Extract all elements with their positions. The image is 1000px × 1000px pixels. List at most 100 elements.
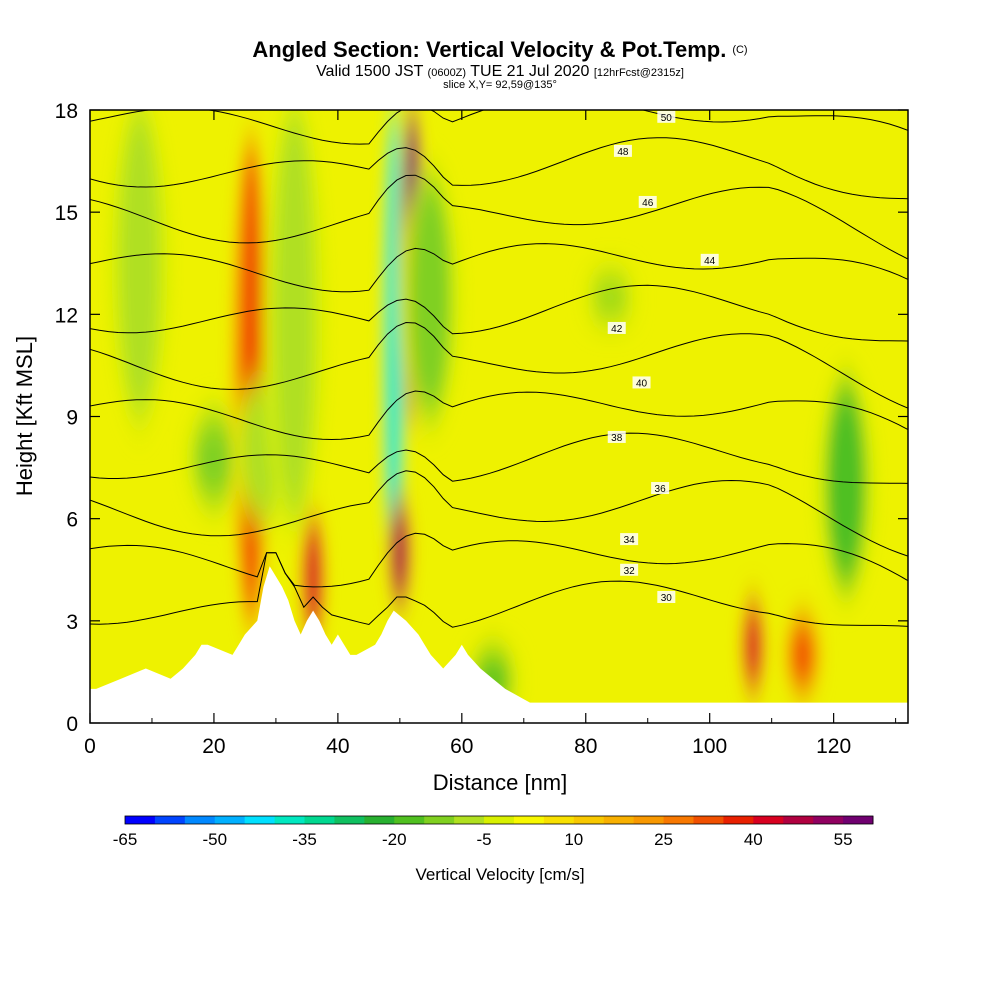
- plot-background: [90, 110, 908, 723]
- colorbar-tick-label: -35: [292, 830, 317, 849]
- contour-label-bg: [620, 533, 639, 546]
- x-tick-label: 80: [574, 735, 597, 758]
- colorbar-swatch: [364, 816, 395, 824]
- y-tick-label: 3: [66, 611, 78, 634]
- contour-line: [90, 470, 908, 557]
- contour-line: [90, 432, 908, 484]
- colorbar-swatch: [214, 816, 246, 824]
- contour-line: [90, 137, 908, 200]
- colorbar-swatch: [693, 816, 724, 824]
- chart-title: Angled Section: Vertical Velocity & Pot.…: [252, 37, 726, 62]
- velocity-core: [744, 603, 763, 689]
- contour-label: 48: [617, 147, 629, 158]
- colorbar-swatch: [154, 816, 186, 824]
- colorbar-swatch: [334, 816, 365, 824]
- contour-label-bg: [700, 253, 719, 266]
- contour-label: 42: [611, 324, 623, 335]
- y-tick-label: 6: [66, 509, 78, 532]
- colorbar-tick-label: 10: [564, 830, 583, 849]
- terrain-base: [90, 722, 908, 723]
- chart-subtitle: Valid 1500 JST (0600Z) TUE 21 Jul 2020 […: [316, 63, 684, 80]
- colorbar-tick-label: -50: [202, 830, 227, 849]
- colorbar-tick-label: 55: [834, 830, 853, 849]
- x-tick-label: 20: [202, 735, 225, 758]
- colorbar-swatch: [454, 816, 485, 824]
- contour-label: 32: [624, 566, 636, 577]
- contour-label-bg: [638, 195, 657, 208]
- x-axis: 0 20 40 60 80 100 120: [84, 110, 897, 758]
- terrain-fill: [90, 566, 908, 723]
- colorbar-swatch: [753, 816, 784, 824]
- contour-label-bg: [632, 376, 651, 389]
- contour-labels: 30 32 34 36 38 40 42 44 46 48 50: [607, 110, 719, 604]
- chart-slice-label: slice X,Y= 92,59@135°: [443, 79, 557, 91]
- velocity-core: [193, 416, 234, 502]
- y-tick-label: 0: [66, 713, 78, 736]
- colorbar-frame: [124, 815, 874, 825]
- colorbar-swatch: [633, 816, 665, 824]
- y-tick-label: 15: [55, 202, 78, 225]
- colorbar-tick-label: 40: [744, 830, 763, 849]
- contour-label: 34: [624, 535, 636, 546]
- x-tick-label: 100: [692, 735, 727, 758]
- contour-label: 38: [611, 433, 623, 444]
- plot-area: 30 32 34 36 38 40 42 44 46 48 50: [90, 110, 908, 723]
- contour-label-bg: [620, 563, 639, 576]
- velocity-core: [274, 110, 315, 519]
- subtitle-valid: Valid 1500 JST: [316, 63, 424, 80]
- subtitle-forecast: [12hrFcst@2315z]: [594, 67, 684, 79]
- colorbar-swatch: [843, 816, 874, 824]
- x-tick-label: 60: [450, 735, 473, 758]
- x-axis-title: Distance [nm]: [433, 770, 568, 795]
- contour-line: [90, 552, 908, 628]
- colorbar-swatch: [274, 816, 306, 824]
- velocity-core: [304, 518, 323, 638]
- velocity-core: [390, 501, 409, 604]
- contour-line: [90, 243, 908, 293]
- chart-title-suffix: (C): [732, 44, 747, 56]
- contour-label: 44: [704, 256, 716, 267]
- contour-line: [90, 532, 908, 588]
- colorbar: -65 -50 -35 -20 -5 10 25 40 55: [113, 815, 874, 849]
- velocity-core: [826, 382, 867, 587]
- colorbar-swatch: [244, 816, 276, 824]
- contour-label: 36: [655, 484, 667, 495]
- colorbar-swatch: [394, 816, 425, 824]
- colorbar-swatch: [723, 816, 754, 824]
- colorbar-tick-label: -5: [476, 830, 491, 849]
- colorbar-swatch: [513, 816, 545, 824]
- x-tick-label: 40: [326, 735, 349, 758]
- contour-label: 46: [642, 198, 654, 209]
- colorbar-swatch: [125, 816, 156, 824]
- y-tick-label: 9: [66, 407, 78, 430]
- colorbar-swatch: [783, 816, 814, 824]
- subtitle-date: TUE 21 Jul 2020: [470, 63, 589, 80]
- colorbar-tick-label: -20: [382, 830, 407, 849]
- y-axis-title: Height [Kft MSL]: [12, 336, 37, 496]
- colorbar-swatch: [484, 816, 515, 824]
- velocity-core: [410, 178, 451, 417]
- colorbar-swatch: [543, 816, 575, 824]
- colorbar-swatch: [184, 816, 216, 824]
- contour-label-bg: [613, 144, 632, 157]
- velocity-core: [119, 110, 160, 417]
- contour-label: 50: [661, 113, 673, 124]
- contour-line: [90, 390, 908, 441]
- colorbar-swatch: [304, 816, 335, 824]
- potential-temperature-contours: [90, 110, 908, 628]
- x-tick-label: 0: [84, 735, 96, 758]
- colorbar-swatch: [573, 816, 605, 824]
- colorbar-swatch: [663, 816, 694, 824]
- contour-label: 30: [661, 593, 673, 604]
- colorbar-swatch: [813, 816, 844, 824]
- velocity-core: [590, 280, 631, 315]
- colorbar-swatch: [424, 816, 455, 824]
- velocity-core: [384, 110, 403, 587]
- contour-line: [90, 110, 908, 145]
- contour-label-bg: [607, 430, 626, 443]
- colorbar-tick-label: -65: [113, 830, 138, 849]
- contour-label-bg: [651, 482, 670, 495]
- contour-label: 40: [636, 378, 648, 389]
- y-tick-label: 12: [55, 304, 78, 327]
